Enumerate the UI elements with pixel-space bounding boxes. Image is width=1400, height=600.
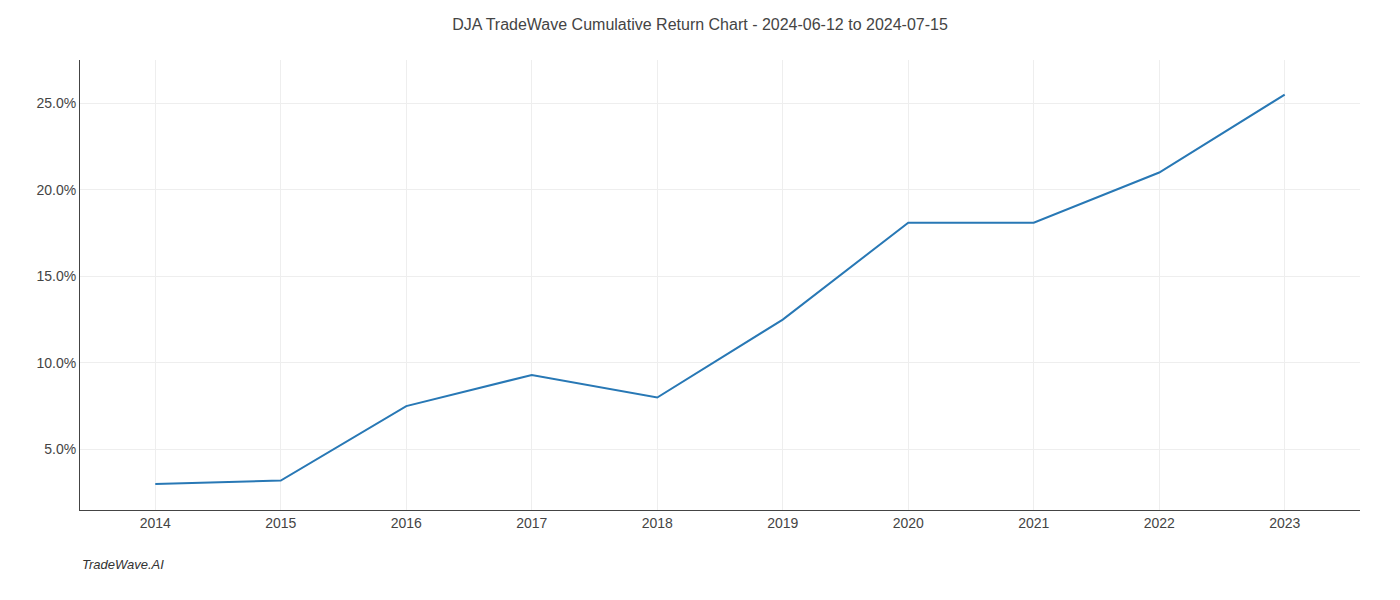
svg-text:2018: 2018 bbox=[642, 515, 673, 531]
svg-text:2023: 2023 bbox=[1269, 515, 1300, 531]
svg-text:20.0%: 20.0% bbox=[36, 182, 76, 198]
svg-text:2015: 2015 bbox=[265, 515, 296, 531]
svg-text:2014: 2014 bbox=[140, 515, 171, 531]
svg-text:2021: 2021 bbox=[1018, 515, 1049, 531]
svg-text:15.0%: 15.0% bbox=[36, 268, 76, 284]
svg-text:2019: 2019 bbox=[767, 515, 798, 531]
svg-text:2020: 2020 bbox=[893, 515, 924, 531]
svg-text:25.0%: 25.0% bbox=[36, 95, 76, 111]
svg-text:DJA TradeWave Cumulative Retur: DJA TradeWave Cumulative Return Chart - … bbox=[452, 16, 948, 33]
svg-text:5.0%: 5.0% bbox=[44, 441, 76, 457]
svg-text:2017: 2017 bbox=[516, 515, 547, 531]
svg-text:TradeWave.AI: TradeWave.AI bbox=[82, 557, 164, 572]
svg-text:10.0%: 10.0% bbox=[36, 355, 76, 371]
svg-text:2022: 2022 bbox=[1144, 515, 1175, 531]
svg-text:2016: 2016 bbox=[391, 515, 422, 531]
